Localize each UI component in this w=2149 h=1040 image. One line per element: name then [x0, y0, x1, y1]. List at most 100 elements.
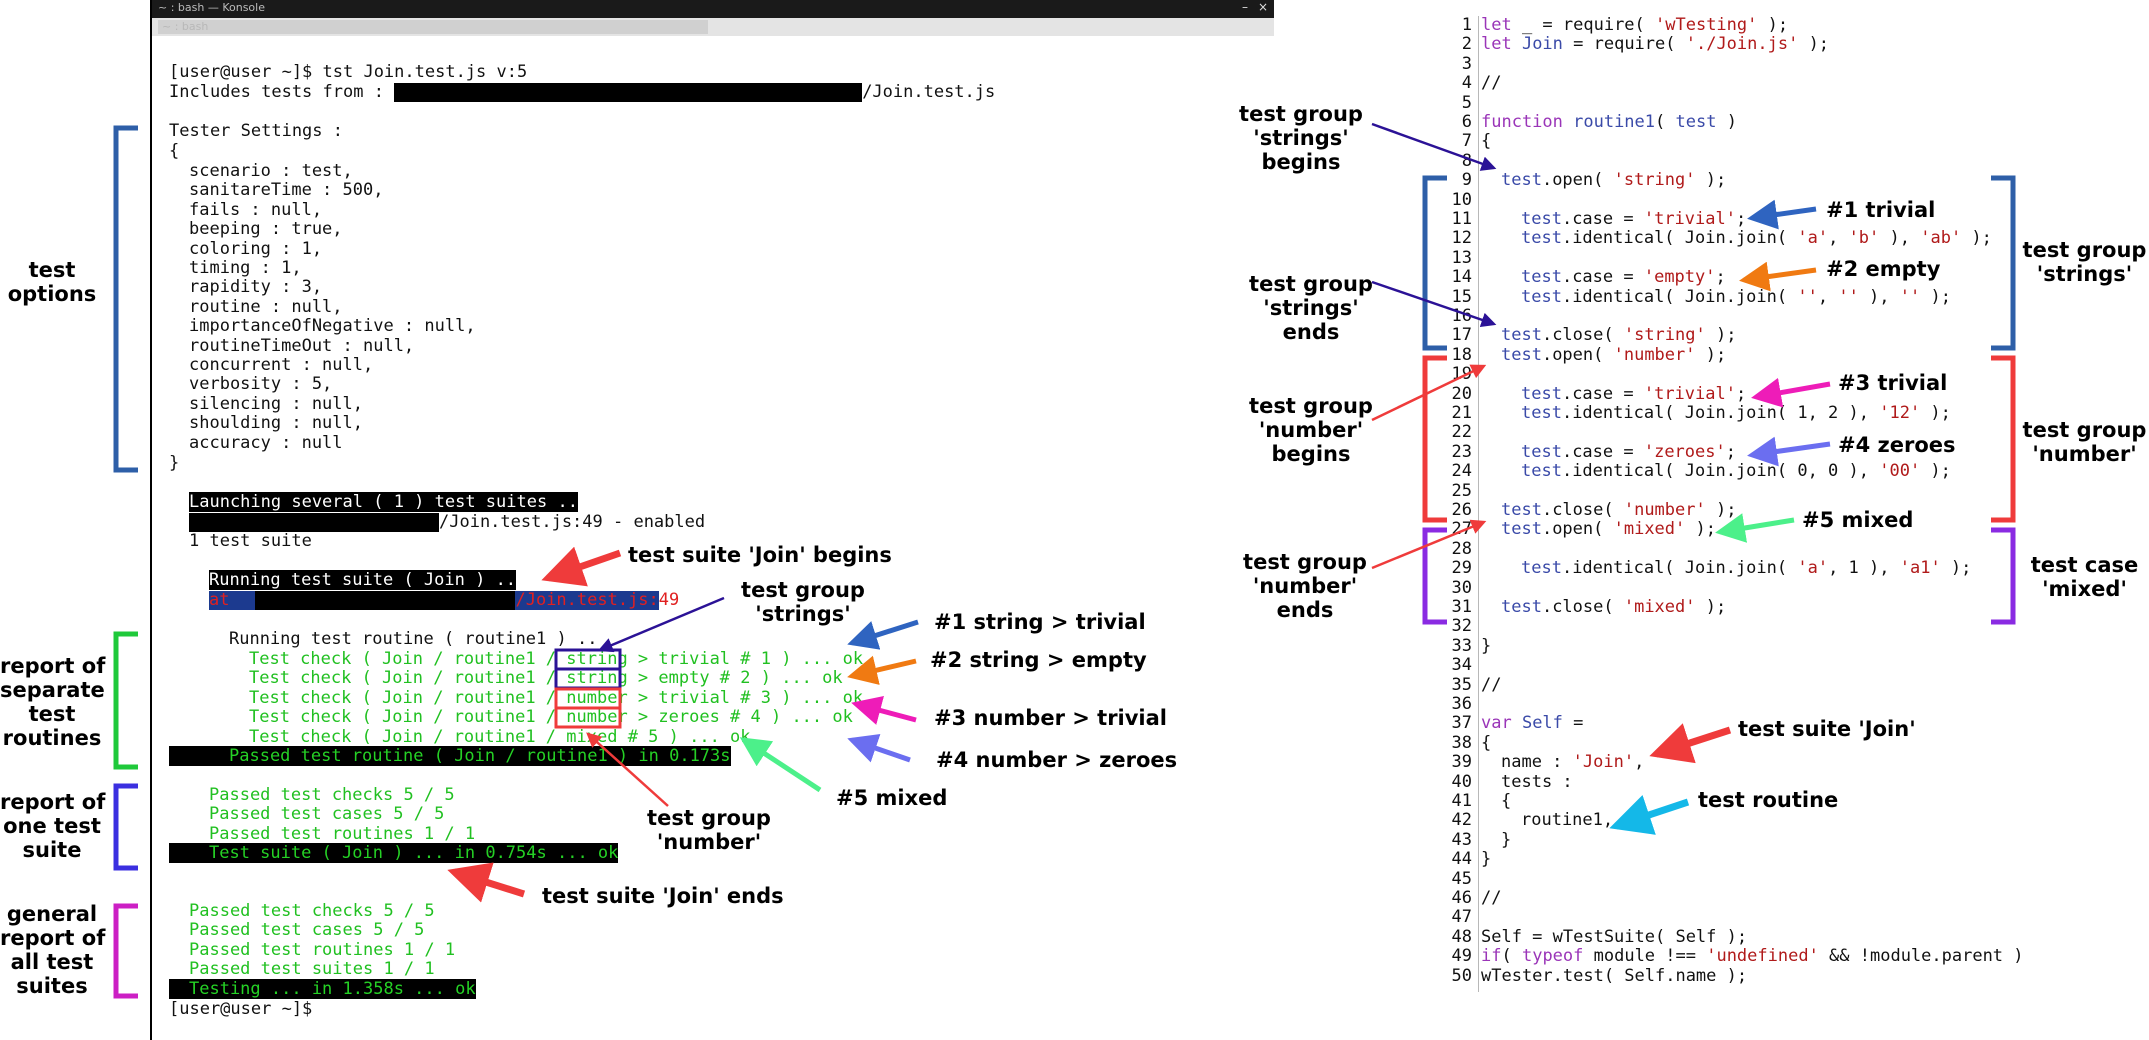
- line-number: 41: [1451, 791, 1472, 811]
- tok: 'trivial': [1643, 209, 1736, 229]
- tab-bash[interactable]: ~ : bash: [158, 20, 708, 34]
- tok: );: [1695, 597, 1727, 617]
- line-number: 39: [1451, 752, 1472, 773]
- label-group-number-mid: test group 'number': [647, 806, 771, 854]
- tok: module !==: [1583, 946, 1707, 967]
- tok: );: [1685, 519, 1716, 540]
- code-line-11: test.case = 'trivial';: [1521, 209, 1747, 229]
- line-number: 33: [1451, 635, 1472, 656]
- final-prompt[interactable]: [user@user ~]$: [169, 999, 313, 1019]
- tok: test: [1675, 112, 1717, 132]
- tok: _ = require(: [1511, 15, 1656, 35]
- box-string-1: [554, 648, 622, 671]
- code-line-12: test.identical( Join.join( 'a', 'b' ), '…: [1521, 229, 1992, 248]
- suite-report-line: Passed test routines 1 / 1: [209, 823, 476, 844]
- general-report-line: Passed test checks 5 / 5: [189, 901, 435, 921]
- tok: );: [1920, 286, 1951, 307]
- line-number: 45: [1451, 868, 1472, 889]
- setting-line: routineTimeOut : null,: [189, 335, 415, 356]
- launching-text: Launching several ( 1 ) test suites ..: [189, 492, 578, 512]
- brackets: [113, 125, 2016, 999]
- tok: .identical( Join.join(: [1561, 558, 1798, 579]
- line-number: 7: [1461, 131, 1472, 152]
- label-code-c3: #3 trivial: [1838, 371, 1948, 395]
- tok: 'ab': [1920, 228, 1962, 249]
- tok: '': [1797, 286, 1818, 307]
- label-check-1: #1 string > trivial: [934, 610, 1146, 634]
- label-code-c1: #1 trivial: [1826, 198, 1936, 222]
- line-number: 24: [1451, 461, 1472, 482]
- label-right-group-strings: test group 'strings': [2022, 238, 2147, 286]
- code-line-4: //: [1481, 73, 1502, 94]
- code-line-1: let _ = require( 'wTesting' );: [1481, 15, 1788, 35]
- tok: ;: [1735, 209, 1747, 229]
- minimize-icon[interactable]: –: [1242, 0, 1248, 14]
- code-line-23: test.case = 'zeroes';: [1521, 441, 1736, 462]
- tok: 'Join': [1572, 752, 1635, 773]
- tok: let: [1481, 15, 1512, 35]
- setting-line: routine : null,: [189, 296, 343, 317]
- settings-header: Tester Settings :: [169, 121, 343, 141]
- label-right-case-mixed: test case 'mixed': [2030, 553, 2139, 601]
- line-number: 15: [1451, 286, 1472, 307]
- window-titlebar[interactable]: ~ : bash — Konsole – ×: [152, 0, 1274, 18]
- line-number: 46: [1451, 888, 1472, 908]
- tok: test: [1501, 325, 1542, 346]
- tab-bar: ~ : bash: [152, 18, 1274, 36]
- tok: );: [1940, 558, 1972, 579]
- tok: );: [1695, 344, 1727, 365]
- tok: './Join.js': [1685, 34, 1799, 55]
- label-group-strings-mid: test group 'strings': [741, 578, 865, 626]
- tok: test: [1521, 558, 1562, 579]
- arrow-check-1: [847, 619, 919, 650]
- label-suite-ends: test suite 'Join' ends: [542, 884, 784, 908]
- test-check-line: Test check ( Join / routine1 / string > …: [249, 668, 843, 689]
- enabled-suffix: /Join.test.js:49 - enabled: [439, 512, 706, 532]
- code-line-48: Self = wTestSuite( Self );: [1481, 926, 1748, 947]
- tok: );: [1920, 403, 1951, 423]
- suite-done-text: Test suite ( Join ) ... in 0.754s ... ok: [169, 843, 619, 863]
- bracket-all-suites: [113, 903, 138, 999]
- line-number: 38: [1451, 732, 1472, 753]
- line-number: 43: [1451, 829, 1472, 850]
- code-line-33: }: [1481, 635, 1492, 656]
- running-suite-line: Running test suite ( Join ) ..: [209, 570, 517, 590]
- test-check-line: Test check ( Join / routine1 / number > …: [249, 687, 864, 708]
- bracket-separate-routines: [113, 631, 138, 770]
- tok: test: [1521, 209, 1562, 229]
- tok: test: [1501, 597, 1542, 617]
- arrow-check-5: [739, 737, 822, 793]
- tok: Join: [1521, 34, 1563, 55]
- tok: test: [1521, 441, 1562, 462]
- prompt-command: [user@user ~]$ tst Join.test.js v:5: [169, 62, 528, 82]
- tab-label: ~ : bash: [162, 20, 209, 33]
- code-line-35: //: [1481, 674, 1502, 695]
- tok: '': [1899, 286, 1921, 307]
- tok: .identical( Join.join( 1, 2 ),: [1561, 403, 1880, 423]
- line-number: 49: [1451, 946, 1472, 967]
- tok: 'number': [1613, 344, 1696, 365]
- label-one-suite: report of one test suite: [0, 790, 106, 862]
- highlight-boxes: [554, 648, 622, 729]
- tok: '00': [1879, 461, 1921, 482]
- code-line-18: test.open( 'number' );: [1501, 344, 1727, 365]
- tok: ,: [1817, 286, 1839, 307]
- arrow-group-strings: [597, 596, 725, 653]
- redacted-path: [255, 591, 516, 610]
- code-line-17: test.close( 'string' );: [1501, 326, 1736, 345]
- at-suffix: /Join.test.js:49: [515, 590, 680, 610]
- line-number: 12: [1451, 228, 1472, 249]
- tok: ;: [1735, 383, 1747, 404]
- line-number: 25: [1451, 480, 1472, 501]
- setting-line: importanceOfNegative : null,: [189, 316, 476, 337]
- passed-routine-line: Passed test routine ( Join / routine1 ) …: [169, 746, 731, 766]
- tok: ,: [1634, 752, 1645, 773]
- arrow-code-suite: [1649, 723, 1732, 764]
- close-icon[interactable]: ×: [1258, 0, 1269, 14]
- includes-suffix: /Join.test.js: [862, 82, 996, 102]
- line-number: 36: [1451, 694, 1472, 714]
- tok: 'string': [1613, 170, 1696, 191]
- label-suite-begins: test suite 'Join' begins: [628, 543, 892, 567]
- tok: 'a1': [1899, 558, 1941, 579]
- tok: .close(: [1541, 500, 1624, 520]
